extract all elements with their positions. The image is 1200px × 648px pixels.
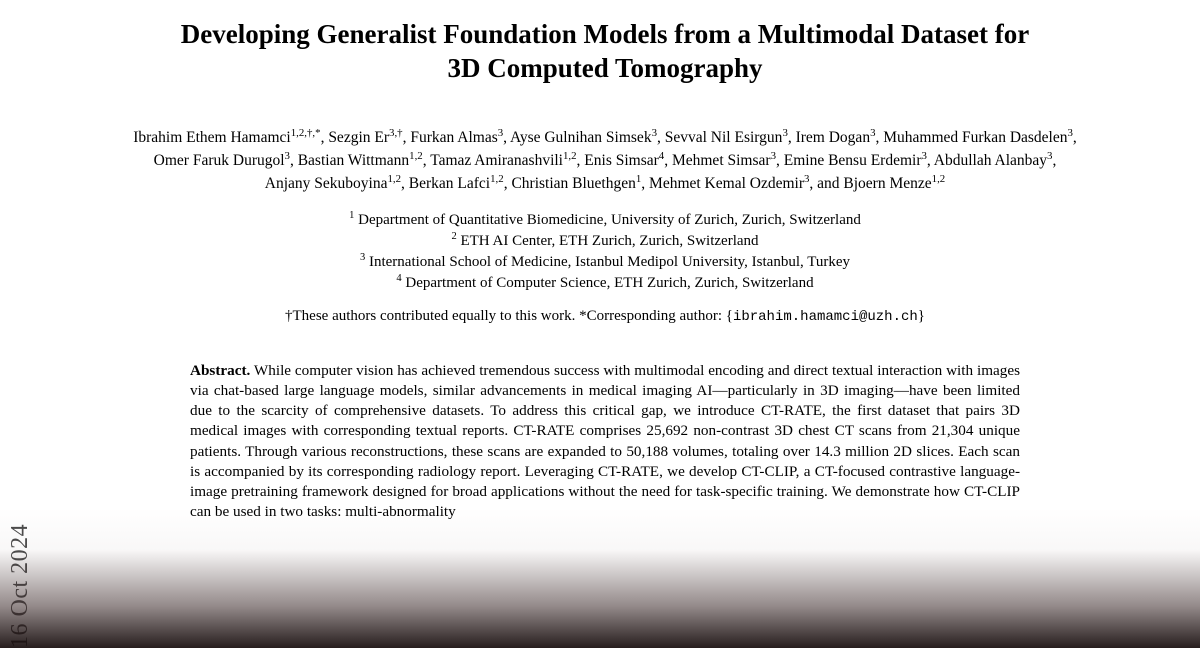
paper-page: Developing Generalist Foundation Models …	[0, 0, 1200, 648]
contrib-suffix: }	[918, 308, 925, 324]
abstract-block: Abstract. While computer vision has achi…	[190, 361, 1020, 523]
contrib-prefix: †These authors contributed equally to th…	[285, 308, 733, 324]
arxiv-date-stamp: 16 Oct 2024	[7, 524, 34, 648]
corresponding-email: ibrahim.hamamci@uzh.ch	[733, 309, 918, 325]
author-list: Ibrahim Ethem Hamamci1,2,†,*, Sezgin Er3…	[130, 126, 1080, 195]
abstract-label: Abstract.	[190, 362, 250, 379]
affiliation-list: 1 Department of Quantitative Biomedicine…	[130, 209, 1080, 294]
contribution-note: †These authors contributed equally to th…	[130, 308, 1080, 325]
bottom-fade-overlay	[0, 508, 1200, 648]
abstract-text: While computer vision has achieved treme…	[190, 362, 1020, 521]
paper-title: Developing Generalist Foundation Models …	[165, 18, 1045, 86]
